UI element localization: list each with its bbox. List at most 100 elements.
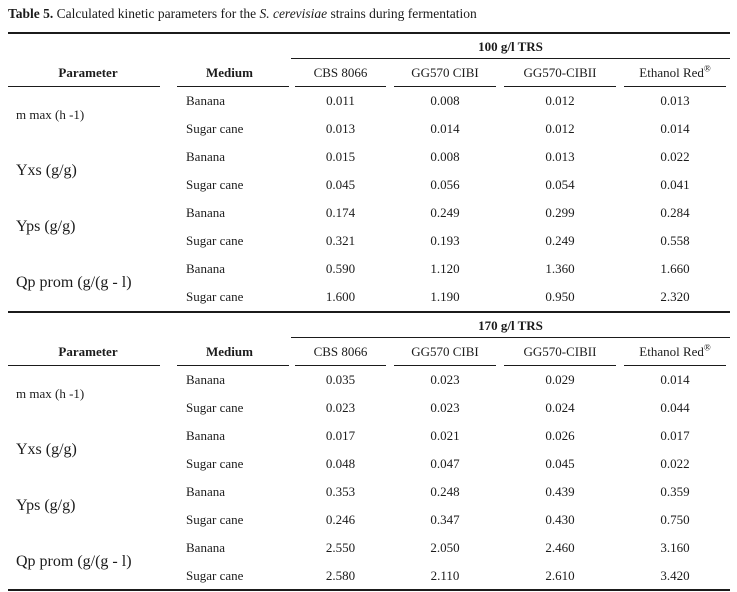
- value-cell: 0.249: [545, 233, 575, 248]
- medium-header: Medium: [168, 59, 291, 87]
- value-cell: 0.430: [545, 512, 575, 527]
- table-row: Yxs (g/g) Banana 0.017 0.021 0.026 0.017: [8, 422, 730, 458]
- value-cell: 0.750: [660, 512, 690, 527]
- medium-cell: Banana: [186, 372, 225, 387]
- medium-cell: Banana: [186, 93, 225, 108]
- table-row: Qp prom (g/(g - l) Banana 2.550 2.050 2.…: [8, 534, 730, 570]
- value-cell: 0.013: [545, 149, 575, 164]
- table-row: Yps (g/g) Banana 0.174 0.249 0.299 0.284: [8, 199, 730, 235]
- value-cell: 0.359: [660, 484, 690, 499]
- parameter-header: Parameter: [8, 338, 168, 366]
- value-cell: 1.600: [325, 289, 356, 304]
- value-cell: 2.460: [545, 540, 575, 555]
- value-cell: 0.353: [325, 484, 356, 499]
- medium-cell: Banana: [186, 484, 225, 499]
- strain-header-gg570-cibii: GG570-CIBII: [500, 59, 620, 87]
- value-cell: 0.014: [660, 121, 690, 136]
- param-cell: Yps (g/g): [16, 218, 76, 235]
- strain-header-gg570-cibi: GG570 CIBI: [390, 59, 500, 87]
- trs-header-row: 100 g/l TRS: [8, 33, 731, 59]
- value-cell: 0.558: [660, 233, 690, 248]
- strain-header-cbs-8066: CBS 8066: [291, 338, 390, 366]
- strain-header-ethanol-red: Ethanol Red®: [620, 59, 730, 87]
- value-cell: 0.023: [430, 400, 460, 415]
- value-cell: 0.024: [545, 400, 575, 415]
- value-cell: 0.246: [325, 512, 356, 527]
- medium-cell: Sugar cane: [186, 512, 244, 527]
- param-cell: Qp prom (g/(g - l): [16, 552, 132, 570]
- table-row: Sugar cane 0.048 0.047 0.045 0.022: [8, 450, 730, 478]
- table-row: Sugar cane 0.045 0.056 0.054 0.041: [8, 171, 730, 199]
- strain-header-gg570-cibii: GG570-CIBII: [500, 338, 620, 366]
- value-cell: 0.321: [325, 233, 356, 248]
- value-cell: 0.590: [325, 261, 356, 276]
- medium-cell: Sugar cane: [186, 233, 244, 248]
- value-cell: 0.048: [325, 456, 356, 471]
- value-cell: 0.012: [545, 121, 575, 136]
- value-cell: 0.249: [430, 205, 460, 220]
- strain-header-gg570-cibi: GG570 CIBI: [390, 338, 500, 366]
- table-row: m max (h -1) Banana 0.035 0.023 0.029 0.…: [8, 366, 730, 401]
- medium-cell: Banana: [186, 149, 225, 164]
- param-cell: Yps (g/g): [16, 497, 76, 514]
- caption-text: Calculated kinetic parameters for the: [53, 6, 260, 21]
- value-cell: 0.047: [430, 456, 460, 471]
- table-row: m max (h -1) Banana 0.011 0.008 0.012 0.…: [8, 87, 730, 122]
- column-header-row: Parameter Medium CBS 8066 GG570 CIBI GG5…: [8, 59, 730, 87]
- medium-cell: Banana: [186, 428, 225, 443]
- medium-cell: Banana: [186, 540, 225, 555]
- kinetics-table-100: 100 g/l TRS Parameter Medium CBS 8066 GG…: [8, 32, 731, 311]
- value-cell: 0.044: [660, 400, 690, 415]
- value-cell: 0.014: [660, 372, 690, 387]
- value-cell: 0.056: [430, 177, 460, 192]
- trs-header-row: 170 g/l TRS: [8, 312, 731, 338]
- value-cell: 0.017: [660, 428, 690, 443]
- value-cell: 0.347: [430, 512, 460, 527]
- value-cell: 0.248: [430, 484, 460, 499]
- value-cell: 0.008: [430, 149, 460, 164]
- value-cell: 0.950: [545, 289, 575, 304]
- empty-cell: [168, 312, 291, 338]
- table-row: Yxs (g/g) Banana 0.015 0.008 0.013 0.022: [8, 143, 730, 179]
- value-cell: 0.045: [545, 456, 575, 471]
- value-cell: 0.054: [545, 177, 575, 192]
- medium-cell: Sugar cane: [186, 567, 244, 583]
- strain-header-cbs-8066: CBS 8066: [291, 59, 390, 87]
- medium-cell: Sugar cane: [186, 177, 244, 192]
- value-cell: 2.580: [325, 567, 356, 583]
- value-cell: 1.360: [545, 261, 575, 276]
- table-row: Sugar cane 2.580 2.110 2.610 3.420: [8, 562, 730, 590]
- value-cell: 3.420: [660, 567, 690, 583]
- value-cell: 0.021: [430, 428, 460, 443]
- caption-species: S. cerevisiae: [259, 6, 328, 21]
- value-cell: 0.023: [325, 400, 356, 415]
- strain-label: Ethanol Red: [639, 65, 704, 80]
- strain-header-ethanol-red: Ethanol Red®: [620, 338, 730, 366]
- value-cell: 0.029: [545, 372, 575, 387]
- param-cell: Qp prom (g/(g - l): [16, 274, 132, 291]
- value-cell: 0.041: [660, 177, 690, 192]
- value-cell: 2.320: [660, 289, 690, 304]
- param-cell: Yxs (g/g): [16, 162, 77, 179]
- value-cell: 0.014: [430, 121, 460, 136]
- medium-cell: Banana: [186, 205, 225, 220]
- medium-cell: Sugar cane: [186, 289, 244, 304]
- value-cell: 1.120: [430, 261, 460, 276]
- medium-cell: Sugar cane: [186, 456, 244, 471]
- parameter-header: Parameter: [8, 59, 168, 87]
- value-cell: 0.174: [325, 205, 356, 220]
- value-cell: 1.190: [430, 289, 460, 304]
- caption-text-2: strains during fermentation: [327, 6, 477, 21]
- value-cell: 3.160: [660, 540, 690, 555]
- column-header-row: Parameter Medium CBS 8066 GG570 CIBI GG5…: [8, 338, 730, 366]
- value-cell: 0.026: [545, 428, 575, 443]
- empty-cell: [168, 33, 291, 59]
- registered-trademark: ®: [703, 342, 711, 353]
- empty-cell: [8, 312, 168, 338]
- medium-cell: Sugar cane: [186, 400, 244, 415]
- strain-label: Ethanol Red: [639, 344, 704, 359]
- kinetics-table-170: 170 g/l TRS Parameter Medium CBS 8066 GG…: [8, 311, 731, 591]
- table-row: Qp prom (g/(g - l) Banana 0.590 1.120 1.…: [8, 255, 730, 291]
- table-row: Sugar cane 0.023 0.023 0.024 0.044: [8, 394, 730, 422]
- empty-cell: [8, 33, 168, 59]
